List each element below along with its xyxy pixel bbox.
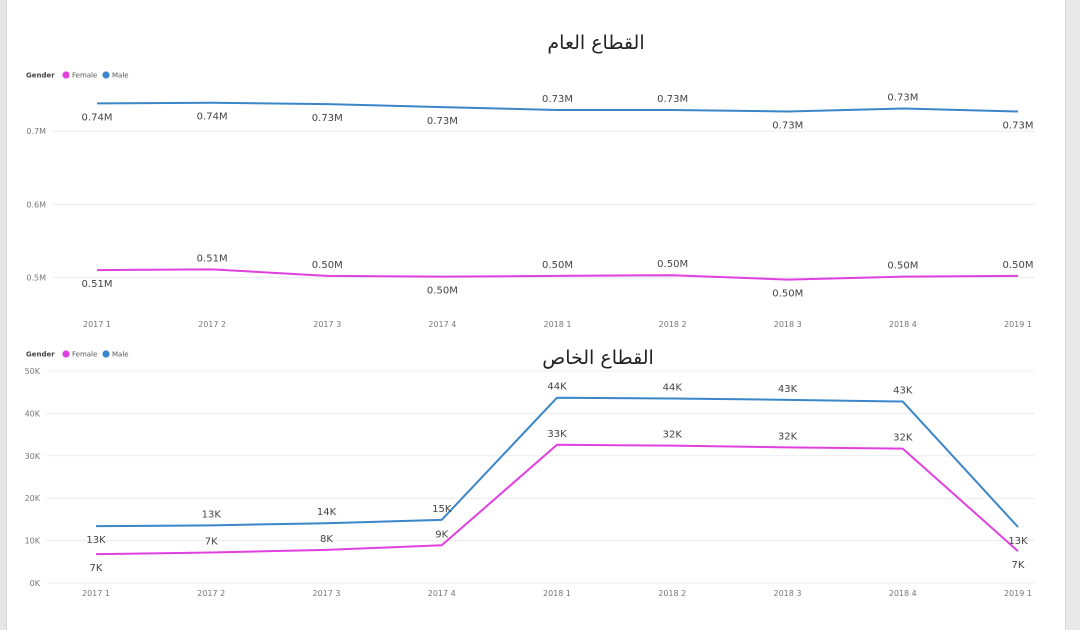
legend-marker (102, 71, 110, 79)
chart-title: القطاع العام (547, 32, 644, 54)
data-label: 32K (893, 433, 913, 444)
x-tick-label: 2018 3 (774, 589, 802, 598)
series-line-female (96, 268, 1019, 281)
x-tick-label: 2019 1 (1004, 589, 1032, 598)
chart-2: القطاع الخاص Gender Female Male 50K 40K 30K 20K… (25, 347, 1035, 598)
data-label: 0.73M (312, 113, 343, 124)
data-label: 0.73M (542, 94, 573, 105)
y-tick-label: 40K (25, 409, 41, 418)
x-tick-label: 2017 4 (428, 589, 456, 598)
x-tick-label: 2018 4 (889, 320, 917, 329)
data-label: 15K (432, 504, 452, 515)
x-tick-label: 2017 4 (428, 320, 456, 329)
y-tick-label: 20K (25, 494, 41, 503)
window-left-border (0, 0, 7, 630)
y-tick-label: 0.5M (26, 273, 46, 282)
x-tick-label: 2017 2 (198, 320, 226, 329)
legend-entry: Female (72, 351, 97, 359)
legend-entry: Male (112, 351, 129, 359)
data-label: 8K (320, 534, 333, 545)
x-tick-label: 2018 4 (889, 589, 917, 598)
legend-title: Gender (26, 351, 55, 359)
data-label: 14K (317, 507, 337, 518)
data-label: 7K (205, 536, 218, 547)
data-label: 33K (547, 429, 567, 440)
legend: Gender Female Male (26, 71, 129, 80)
data-label: 0.50M (887, 261, 918, 272)
data-label: 13K (1008, 536, 1028, 547)
x-tick-label: 2018 3 (774, 320, 802, 329)
y-tick-label: 0.7M (26, 127, 46, 136)
data-label: 43K (778, 384, 798, 395)
legend-marker (62, 71, 70, 79)
legend: Gender Female Male (26, 350, 129, 359)
data-label: 44K (663, 383, 683, 394)
x-tick-label: 2017 3 (313, 589, 341, 598)
chart-title: القطاع الخاص (542, 347, 654, 369)
window-right-border (1065, 0, 1080, 630)
data-label: 13K (202, 509, 222, 520)
data-label: 7K (90, 563, 103, 574)
data-label: 0.50M (312, 260, 343, 271)
data-label: 0.51M (197, 253, 228, 264)
legend-marker (62, 350, 70, 358)
chart-1: القطاع العام Gender Female Male 0.7M 0.6M 0.5M… (26, 32, 1035, 329)
data-label: 0.50M (657, 259, 688, 270)
series-line-male (95, 396, 1019, 528)
data-label: 0.73M (427, 116, 458, 127)
x-tick-label: 2017 1 (82, 589, 110, 598)
data-label: 0.74M (197, 112, 228, 123)
data-label: 43K (893, 386, 913, 397)
y-tick-label: 0K (30, 579, 41, 588)
legend-entry: Female (72, 72, 97, 80)
x-tick-label: 2018 2 (658, 589, 686, 598)
data-label: 7K (1012, 560, 1025, 571)
data-label: 32K (778, 431, 798, 442)
legend-title: Gender (26, 72, 55, 80)
x-tick-label: 2017 3 (313, 320, 341, 329)
data-label: 0.74M (82, 112, 113, 123)
y-tick-label: 10K (25, 537, 41, 546)
data-label: 0.50M (427, 286, 458, 297)
y-tick-label: 30K (25, 452, 41, 461)
data-label: 32K (663, 430, 683, 441)
x-tick-label: 2017 2 (197, 589, 225, 598)
data-label: 0.50M (542, 260, 573, 271)
legend-entry: Male (112, 72, 129, 80)
data-label: 0.73M (657, 94, 688, 105)
data-label: 0.51M (82, 279, 113, 290)
series-line-female (95, 443, 1019, 556)
series-line-male (96, 101, 1019, 113)
data-label: 9K (435, 529, 448, 540)
x-tick-label: 2018 2 (659, 320, 687, 329)
data-label: 0.50M (1003, 260, 1034, 271)
data-label: 44K (547, 382, 567, 393)
x-tick-label: 2017 1 (83, 320, 111, 329)
y-tick-label: 0.6M (26, 200, 46, 209)
x-tick-label: 2018 1 (543, 589, 571, 598)
data-label: 13K (86, 535, 106, 546)
x-tick-label: 2018 1 (544, 320, 572, 329)
data-label: 0.73M (1003, 120, 1034, 131)
data-label: 0.73M (887, 93, 918, 104)
y-tick-label: 50K (25, 367, 41, 376)
x-tick-label: 2019 1 (1004, 320, 1032, 329)
data-label: 0.73M (772, 120, 803, 131)
data-label: 0.50M (772, 289, 803, 300)
legend-marker (102, 350, 110, 358)
